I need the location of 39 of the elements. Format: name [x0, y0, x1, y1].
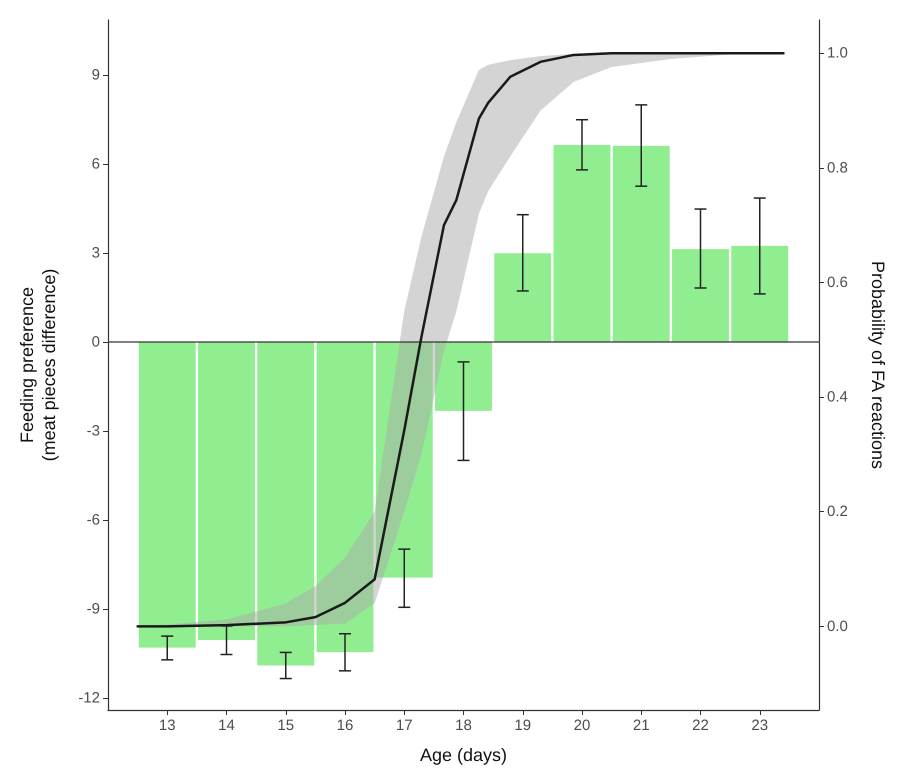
y2-tick-label: 0.0: [827, 618, 848, 635]
y2-tick-label: 0.8: [827, 159, 848, 176]
x-tick-label: 21: [632, 717, 650, 734]
x-tick-label: 19: [514, 717, 532, 734]
x-tick-label: 18: [455, 717, 472, 734]
bar: [494, 253, 552, 342]
x-tick-label: 13: [158, 717, 176, 734]
bar: [138, 342, 196, 648]
y-axis-title: Feeding preference (meat pieces difference): [17, 268, 59, 462]
bar: [316, 342, 374, 652]
y2-axis-title: Probability of FA reactions: [868, 260, 888, 470]
bar: [731, 246, 788, 342]
y-tick-label: -6: [86, 512, 100, 529]
bar: [554, 144, 610, 342]
x-tick-label: 20: [574, 717, 590, 734]
bar: [376, 342, 433, 578]
y2-tick-label: 0.4: [827, 388, 848, 406]
y-tick-label: 6: [92, 155, 100, 172]
x-tick-label: 23: [751, 717, 768, 734]
y-tick-label: 9: [92, 66, 100, 84]
x-tick-label: 15: [277, 717, 294, 734]
x-tick-label: 17: [396, 717, 413, 734]
bar: [672, 249, 729, 342]
x-axis-title: Age (days): [420, 745, 508, 765]
y2-tick-label: 0.2: [827, 503, 848, 520]
bar: [198, 342, 255, 640]
y-tick-label: -12: [78, 690, 100, 707]
y2-tick-label: 0.6: [827, 274, 848, 291]
y-tick-label: -3: [86, 422, 100, 440]
bar: [612, 146, 670, 342]
y2-tick-label: 1.0: [827, 44, 848, 62]
bar: [435, 342, 492, 411]
x-tick-label: 14: [218, 717, 235, 734]
x-tick-label: 22: [692, 717, 709, 734]
x-tick-label: 16: [336, 717, 354, 734]
y-tick-label: -9: [86, 600, 100, 618]
bar: [257, 342, 314, 666]
y-tick-label: 3: [92, 244, 100, 262]
y-tick-label: 0: [92, 334, 100, 350]
